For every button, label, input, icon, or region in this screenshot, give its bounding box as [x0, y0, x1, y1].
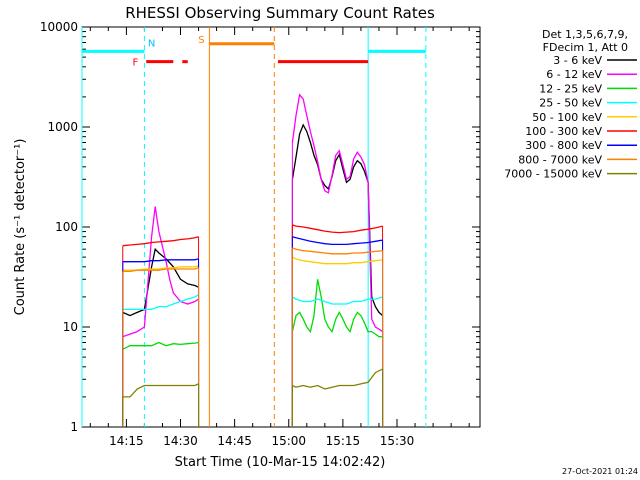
legend: Det 1,3,5,6,7,9,FDecim 1, Att 03 - 6 keV…	[504, 28, 637, 181]
status-bars: NF S	[82, 35, 426, 69]
legend-header: Det 1,3,5,6,7,9,	[542, 28, 628, 41]
legend-entry-label: 100 - 300 keV	[525, 125, 602, 138]
x-axis-label: Start Time (10-Mar-15 14:02:42)	[175, 455, 386, 470]
legend-header: FDecim 1, Att 0	[543, 41, 628, 54]
legend-entry-label: 25 - 50 keV	[539, 97, 602, 110]
series-line	[122, 206, 199, 338]
status-bar-letter: F	[133, 58, 139, 69]
x-tick-label: 14:15	[109, 434, 144, 448]
legend-entry-label: 50 - 100 keV	[532, 111, 602, 124]
series-line	[122, 383, 199, 398]
legend-entry-label: 3 - 6 keV	[553, 54, 602, 67]
legend-entry-label: 800 - 7000 keV	[518, 153, 602, 166]
x-tick-label: 14:45	[217, 434, 252, 448]
data-series	[122, 93, 384, 427]
series-line	[122, 247, 199, 317]
chart-title: RHESSI Observing Summary Count Rates	[125, 4, 435, 22]
legend-entry-label: 300 - 800 keV	[525, 139, 602, 152]
timestamp-footer: 27-Oct-2021 01:24	[562, 467, 638, 476]
plot-frame	[81, 26, 481, 428]
vertical-markers	[81, 27, 427, 427]
legend-entry-label: 6 - 12 keV	[546, 68, 602, 81]
series-line	[122, 267, 199, 273]
x-tick-label: 15:15	[326, 434, 361, 448]
legend-entry-label: 12 - 25 keV	[539, 82, 602, 95]
series-line	[291, 279, 383, 338]
axis-ticks: 1 10 100 1000 10000 14:15 14:30 14:45 15:00 15:15…	[40, 20, 480, 448]
series-line	[122, 294, 199, 311]
series-line	[292, 368, 383, 390]
series-line	[292, 236, 383, 246]
y-tick-label: 1	[70, 420, 78, 434]
status-bar-letter: S	[198, 35, 204, 46]
y-tick-label: 10	[63, 320, 78, 334]
status-bar-letter: N	[148, 38, 155, 49]
x-tick-label: 15:00	[271, 434, 306, 448]
y-tick-label: 1000	[47, 120, 78, 134]
series-line	[122, 258, 199, 263]
series-line	[292, 224, 383, 234]
y-tick-label: 10000	[40, 20, 78, 34]
y-tick-label: 100	[55, 220, 78, 234]
legend-entry-label: 7000 - 15000 keV	[504, 168, 602, 181]
x-tick-label: 15:30	[380, 434, 415, 448]
series-line	[292, 296, 383, 305]
series-line	[292, 247, 383, 255]
x-tick-label: 14:30	[163, 434, 198, 448]
series-line	[122, 236, 199, 247]
y-axis-label: Count Rate (s⁻¹ detector⁻¹)	[13, 139, 28, 316]
series-line	[292, 256, 383, 265]
series-line	[122, 341, 199, 350]
series-line	[291, 93, 383, 333]
